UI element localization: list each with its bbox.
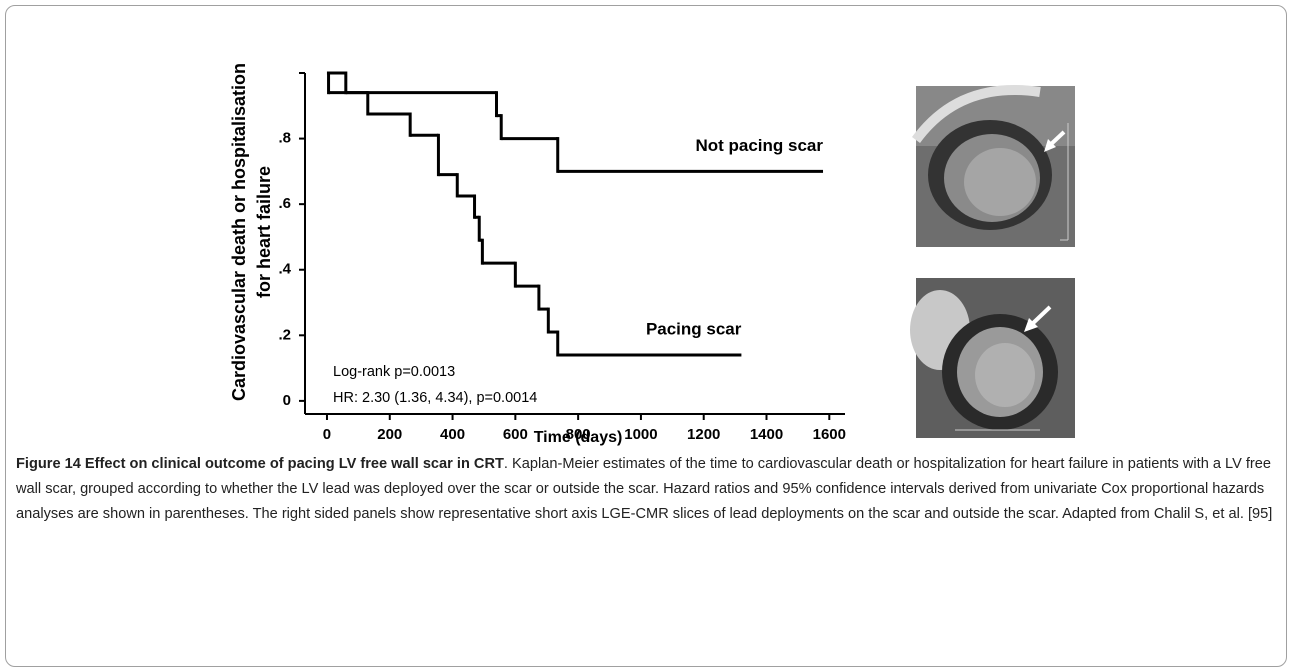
annotation: HR: 2.30 (1.36, 4.34), p=0.0014 [333, 390, 537, 406]
x-tick-label: 1000 [624, 426, 657, 443]
series-label: Pacing scar [646, 319, 742, 338]
y-tick-label: .6 [278, 195, 291, 212]
caption: Figure 14 Effect on clinical outcome of … [16, 452, 1278, 527]
x-axis-label: Time (days) [534, 429, 623, 446]
x-tick-label: 1400 [750, 426, 783, 443]
x-tick-label: 800 [566, 426, 591, 443]
x-tick-label: 400 [440, 426, 465, 443]
y-tick-label: .2 [278, 326, 291, 343]
x-tick-label: 1600 [813, 426, 846, 443]
mri-image [911, 85, 1075, 247]
x-tick-label: 0 [323, 426, 331, 443]
y-tick-label: .4 [278, 261, 291, 278]
caption-text: . Kaplan-Meier estimates of the time to … [16, 456, 1273, 522]
series-label: Not pacing scar [695, 136, 823, 155]
page: Cardiovascular death or hospitalisation … [5, 5, 1287, 667]
x-tick-label: 1200 [687, 426, 720, 443]
y-tick-label: .8 [278, 130, 291, 147]
x-tick-label: 200 [377, 426, 402, 443]
y-axis-label: Cardiovascular death or hospitalisation [229, 63, 249, 401]
y-tick-label: 0 [283, 392, 291, 409]
y-axis-label: for heart failure [254, 166, 274, 298]
x-tick-label: 600 [503, 426, 528, 443]
annotation: Log-rank p=0.0013 [333, 364, 455, 380]
mri-image [910, 278, 1075, 438]
caption-title: Figure 14 Effect on clinical outcome of … [16, 456, 504, 472]
chart: Cardiovascular death or hospitalisation … [229, 63, 1075, 446]
